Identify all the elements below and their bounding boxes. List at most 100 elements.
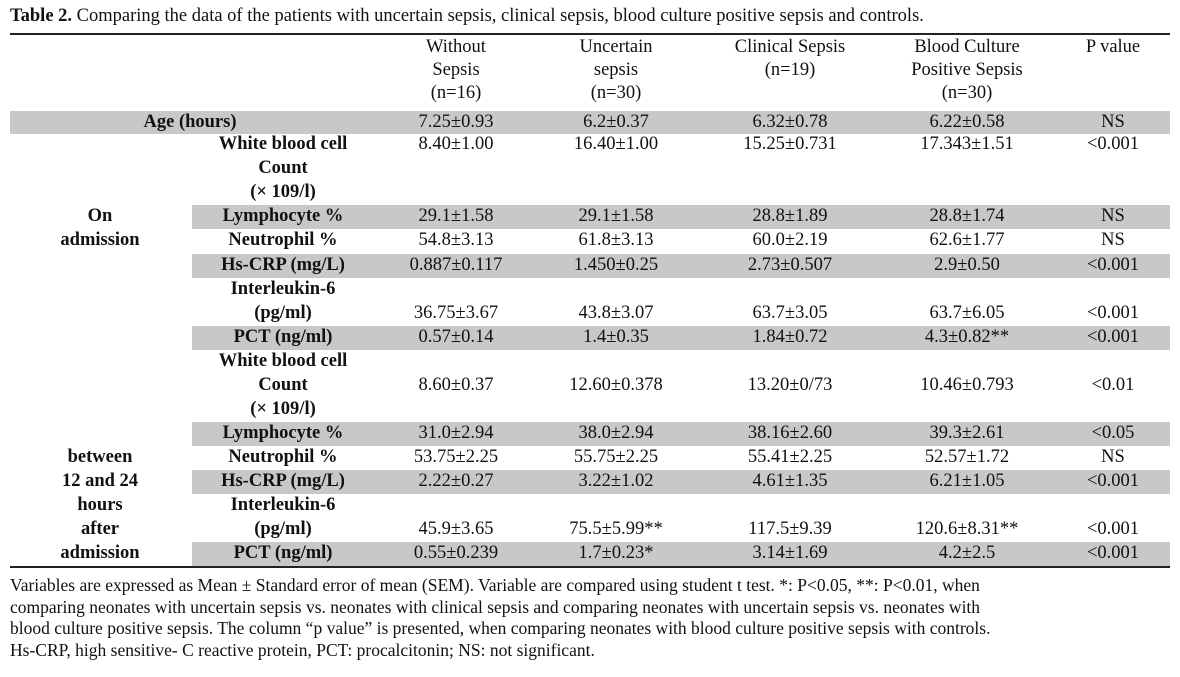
column-header: Blood Culture bbox=[914, 37, 1020, 57]
table-cell: 3.22±1.02 bbox=[578, 471, 654, 491]
table-cell: 6.21±1.05 bbox=[929, 471, 1005, 491]
table-cell: 4.3±0.82** bbox=[924, 327, 1010, 347]
group-label: between bbox=[67, 447, 133, 467]
column-header: Sepsis bbox=[432, 60, 480, 80]
column-header: Without bbox=[426, 37, 486, 57]
table-cell: 60.0±2.19 bbox=[752, 230, 828, 250]
footnote-line: Variables are expressed as Mean ± Standa… bbox=[10, 575, 980, 595]
row-label: Lymphocyte % bbox=[222, 423, 344, 443]
table-cell: 16.40±1.00 bbox=[573, 134, 659, 154]
column-header: Uncertain bbox=[579, 37, 653, 57]
table-cell: NS bbox=[1101, 206, 1125, 226]
table-cell: 45.9±3.65 bbox=[418, 519, 494, 539]
row-label: (× 109/l) bbox=[250, 399, 316, 419]
table-cell: 52.57±1.72 bbox=[924, 447, 1010, 467]
table-cell: 0.887±0.117 bbox=[409, 255, 503, 275]
group-label: admission bbox=[60, 230, 140, 250]
table-cell: 53.75±2.25 bbox=[413, 447, 499, 467]
table-cell: 62.6±1.77 bbox=[929, 230, 1005, 250]
table-cell: 54.8±3.13 bbox=[418, 230, 494, 250]
table-cell: 17.343±1.51 bbox=[920, 134, 1014, 154]
column-header: (n=19) bbox=[764, 60, 816, 80]
column-header: sepsis bbox=[593, 60, 639, 80]
group-label: after bbox=[81, 519, 119, 539]
column-header: P value bbox=[1085, 37, 1141, 57]
table-caption-text: Comparing the data of the patients with … bbox=[72, 6, 924, 26]
bottom-rule bbox=[10, 566, 1170, 568]
row-shade bbox=[192, 470, 1170, 494]
table-cell: 8.40±1.00 bbox=[418, 134, 494, 154]
row-label: Interleukin-6 bbox=[230, 279, 336, 299]
table-cell: 1.84±0.72 bbox=[752, 327, 828, 347]
row-label: PCT (ng/ml) bbox=[233, 543, 333, 563]
table-cell: 61.8±3.13 bbox=[578, 230, 654, 250]
table-cell: 13.20±0/73 bbox=[747, 375, 833, 395]
table-cell: 28.8±1.74 bbox=[929, 206, 1005, 226]
table-cell: 2.73±0.507 bbox=[747, 255, 833, 275]
table-cell: <0.001 bbox=[1086, 255, 1140, 275]
row-label: Neutrophil % bbox=[228, 230, 338, 250]
table-cell: 120.6±8.31** bbox=[915, 519, 1019, 539]
table-cell: 63.7±6.05 bbox=[929, 303, 1005, 323]
table-cell: 31.0±2.94 bbox=[418, 423, 494, 443]
table-cell: <0.001 bbox=[1086, 134, 1140, 154]
top-rule bbox=[10, 33, 1170, 35]
table-cell: 1.4±0.35 bbox=[583, 327, 649, 347]
table-cell: 1.7±0.23* bbox=[578, 543, 654, 563]
footnote-line: blood culture positive sepsis. The colum… bbox=[10, 618, 991, 638]
table-cell: 36.75±3.67 bbox=[413, 303, 499, 323]
table-caption: Table 2. Comparing the data of the patie… bbox=[10, 6, 924, 27]
row-label: Count bbox=[258, 375, 308, 395]
row-label: White blood cell bbox=[218, 134, 348, 154]
table-cell: 4.61±1.35 bbox=[752, 471, 828, 491]
table-cell: 4.2±2.5 bbox=[938, 543, 996, 563]
table-cell: 55.75±2.25 bbox=[573, 447, 659, 467]
column-header: (n=16) bbox=[430, 83, 482, 103]
table-cell: 6.2±0.37 bbox=[583, 112, 649, 132]
footnote-line: Hs-CRP, high sensitive- C reactive prote… bbox=[10, 639, 595, 660]
row-label: PCT (ng/ml) bbox=[233, 327, 333, 347]
row-label: (pg/ml) bbox=[254, 303, 312, 323]
row-shade bbox=[192, 422, 1170, 446]
row-label: Hs-CRP (mg/L) bbox=[221, 471, 345, 491]
table-caption-label: Table 2. bbox=[10, 6, 73, 26]
table-cell: 2.22±0.27 bbox=[418, 471, 494, 491]
table-cell: NS bbox=[1101, 112, 1125, 132]
row-label: Hs-CRP (mg/L) bbox=[221, 255, 345, 275]
table-cell: <0.001 bbox=[1086, 543, 1140, 563]
row-shade bbox=[10, 111, 1170, 134]
row-label: White blood cell bbox=[218, 351, 348, 371]
table-cell: 6.32±0.78 bbox=[752, 112, 828, 132]
table-cell: 2.9±0.50 bbox=[934, 255, 1000, 275]
table-cell: 117.5±9.39 bbox=[748, 519, 832, 539]
row-label: Interleukin-6 bbox=[230, 495, 336, 515]
table-cell: <0.001 bbox=[1086, 519, 1140, 539]
table-cell: <0.01 bbox=[1091, 375, 1135, 395]
row-shade bbox=[192, 205, 1170, 229]
row-label: (pg/ml) bbox=[254, 519, 312, 539]
table-cell: 3.14±1.69 bbox=[752, 543, 828, 563]
table-cell: 38.16±2.60 bbox=[747, 423, 833, 443]
table-cell: <0.001 bbox=[1086, 327, 1140, 347]
table-cell: NS bbox=[1101, 447, 1125, 467]
table-cell: 75.5±5.99** bbox=[569, 519, 663, 539]
table-cell: <0.001 bbox=[1086, 303, 1140, 323]
footnote-line: comparing neonates with uncertain sepsis… bbox=[10, 596, 981, 617]
group-label: admission bbox=[60, 543, 140, 563]
table-cell: 0.57±0.14 bbox=[418, 327, 494, 347]
group-label: hours bbox=[77, 495, 123, 515]
table-cell: NS bbox=[1101, 230, 1125, 250]
row-shade bbox=[192, 326, 1170, 350]
table-footnote: Variables are expressed as Mean ± Standa… bbox=[10, 575, 1175, 661]
table-cell: 29.1±1.58 bbox=[578, 206, 654, 226]
group-label: On bbox=[87, 206, 113, 226]
column-header: Clinical Sepsis bbox=[734, 37, 846, 57]
row-label: Lymphocyte % bbox=[222, 206, 344, 226]
row-label: Count bbox=[258, 158, 308, 178]
row-label: Neutrophil % bbox=[228, 447, 338, 467]
row-shade bbox=[192, 542, 1170, 566]
table-cell: 43.8±3.07 bbox=[578, 303, 654, 323]
table-cell: 0.55±0.239 bbox=[413, 543, 499, 563]
column-header: Positive Sepsis bbox=[911, 60, 1023, 80]
table-cell: 15.25±0.731 bbox=[743, 134, 837, 154]
